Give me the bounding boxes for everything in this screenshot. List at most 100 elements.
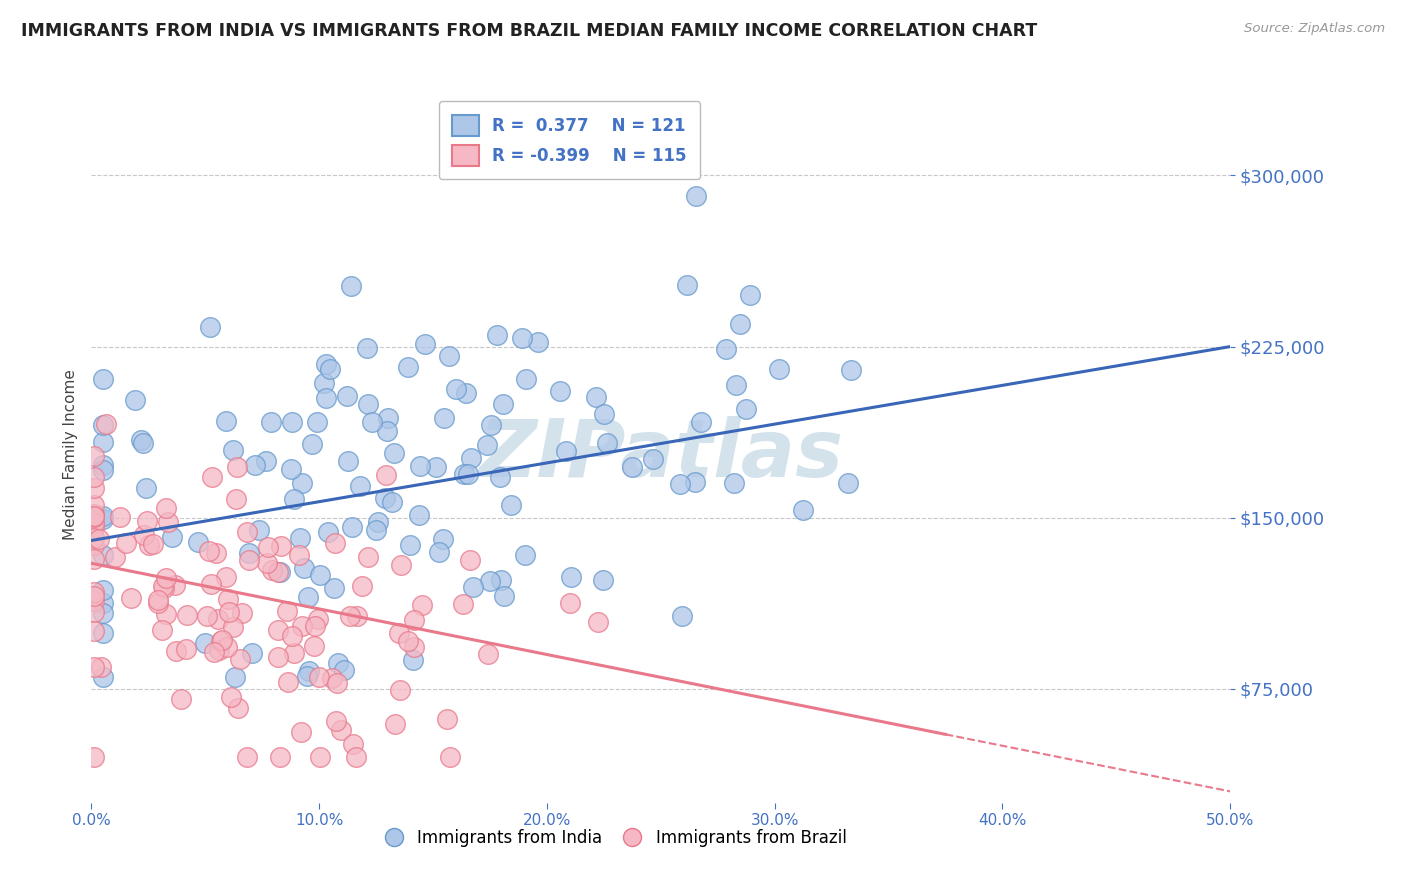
Point — [91, 435, 114, 450]
Point — [728, 317, 751, 331]
Point — [548, 384, 571, 398]
Point — [231, 606, 253, 620]
Point — [432, 532, 454, 546]
Point — [176, 607, 198, 622]
Point — [187, 535, 209, 549]
Point — [499, 498, 522, 512]
Point — [413, 336, 436, 351]
Point — [83, 498, 105, 512]
Point — [202, 645, 225, 659]
Point — [318, 524, 340, 539]
Point — [685, 189, 707, 203]
Point — [267, 623, 290, 637]
Point — [91, 458, 114, 472]
Point — [83, 538, 105, 552]
Point — [281, 415, 304, 429]
Point — [389, 558, 412, 572]
Point — [298, 665, 321, 679]
Point — [269, 750, 291, 764]
Point — [165, 644, 187, 658]
Point — [120, 591, 142, 605]
Point — [142, 536, 165, 550]
Point — [138, 538, 160, 552]
Point — [683, 475, 706, 489]
Point — [291, 619, 314, 633]
Point — [330, 723, 353, 738]
Point — [207, 612, 229, 626]
Point — [308, 750, 330, 764]
Point — [132, 435, 155, 450]
Point — [307, 415, 329, 429]
Point — [194, 636, 217, 650]
Point — [364, 523, 387, 537]
Point — [266, 565, 288, 579]
Point — [280, 462, 302, 476]
Point — [236, 750, 259, 764]
Point — [170, 692, 193, 706]
Point — [367, 515, 389, 529]
Point — [643, 451, 665, 466]
Point — [837, 476, 859, 491]
Point — [153, 581, 176, 595]
Point — [152, 579, 174, 593]
Point — [91, 463, 114, 477]
Point — [554, 444, 576, 458]
Point — [270, 539, 292, 553]
Point — [155, 607, 177, 622]
Text: Source: ZipAtlas.com: Source: ZipAtlas.com — [1244, 22, 1385, 36]
Point — [83, 510, 105, 524]
Point — [304, 619, 326, 633]
Point — [454, 385, 477, 400]
Point — [209, 634, 232, 648]
Point — [225, 491, 247, 506]
Point — [315, 358, 337, 372]
Point — [217, 592, 239, 607]
Point — [671, 609, 693, 624]
Point — [408, 508, 430, 522]
Point — [91, 418, 114, 433]
Point — [297, 669, 319, 683]
Point — [453, 467, 475, 482]
Point — [91, 625, 114, 640]
Point — [714, 342, 737, 356]
Point — [375, 468, 398, 483]
Point — [402, 653, 425, 667]
Point — [83, 589, 105, 603]
Point — [146, 596, 169, 610]
Point — [91, 508, 114, 523]
Point — [200, 577, 222, 591]
Point — [229, 651, 252, 665]
Point — [479, 418, 502, 433]
Point — [283, 646, 305, 660]
Point — [276, 604, 298, 618]
Point — [723, 476, 745, 491]
Point — [91, 596, 114, 610]
Point — [195, 609, 218, 624]
Point — [411, 598, 433, 612]
Point — [267, 650, 290, 665]
Point — [396, 359, 419, 374]
Point — [301, 436, 323, 450]
Point — [361, 416, 384, 430]
Point — [457, 467, 479, 482]
Point — [162, 530, 184, 544]
Point — [560, 570, 582, 584]
Point — [257, 541, 280, 555]
Point — [283, 492, 305, 507]
Point — [321, 672, 343, 686]
Point — [307, 612, 329, 626]
Point — [226, 459, 249, 474]
Point — [240, 646, 263, 660]
Point — [389, 682, 412, 697]
Point — [247, 523, 270, 537]
Point — [738, 288, 761, 302]
Point — [315, 391, 337, 405]
Point — [592, 573, 614, 587]
Point — [346, 608, 368, 623]
Point — [333, 663, 356, 677]
Point — [349, 479, 371, 493]
Point — [91, 670, 114, 684]
Point — [690, 415, 713, 429]
Point — [215, 414, 238, 428]
Point — [129, 434, 152, 448]
